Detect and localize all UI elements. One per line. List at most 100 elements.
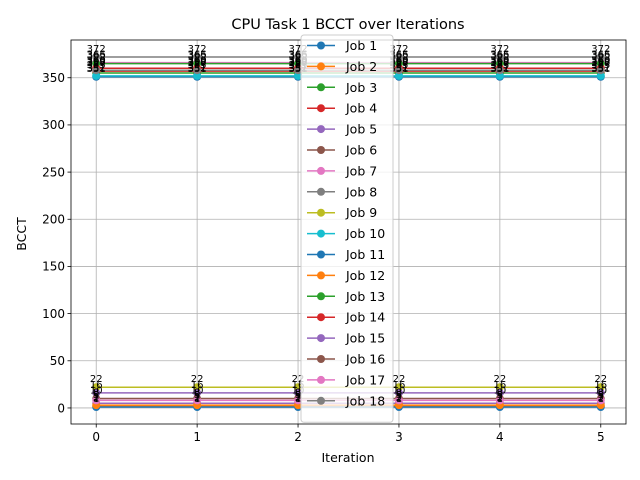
data-label: 351 — [490, 64, 509, 75]
data-label: 352 — [188, 63, 207, 74]
legend-label: Job 7 — [345, 163, 377, 178]
data-point — [294, 71, 303, 80]
legend-swatch-marker — [317, 104, 325, 113]
y-tick-label: 0 — [57, 401, 65, 415]
y-tick-label: 200 — [42, 213, 65, 227]
data-point — [394, 388, 403, 397]
data-label: 365 — [87, 51, 106, 62]
data-label: 2 — [396, 393, 402, 404]
x-tick-label: 1 — [193, 430, 201, 444]
legend-swatch-marker — [317, 83, 325, 92]
data-label: 372 — [389, 44, 408, 55]
legend-swatch-marker — [317, 187, 325, 196]
data-label: 358 — [591, 57, 610, 68]
legend-label: Job 11 — [345, 247, 385, 262]
data-label: 351 — [188, 64, 207, 75]
legend-swatch-marker — [317, 250, 325, 259]
data-label: 10 — [594, 386, 607, 397]
data-point — [193, 71, 202, 80]
legend: Job 1 Job 2 Job 3 Job 4 Job 5 Job 6 Job 7 Job 8… — [300, 34, 394, 423]
data-point — [193, 52, 202, 61]
data-label: 355 — [188, 60, 207, 71]
data-label: 366 — [591, 50, 610, 61]
legend-swatch-marker — [317, 334, 325, 343]
data-label: 2 — [295, 393, 301, 404]
data-label: 357 — [288, 58, 307, 69]
data-label: 366 — [188, 50, 207, 61]
legend-item: Job 17 — [307, 372, 385, 387]
legend-swatch-marker — [317, 229, 325, 238]
data-label: 8 — [194, 387, 200, 398]
legend-item: Job 3 — [307, 80, 377, 95]
data-label: 360 — [591, 55, 610, 66]
legend-label: Job 14 — [345, 310, 385, 325]
legend-label: Job 8 — [345, 184, 377, 199]
data-label: 5 — [396, 390, 402, 401]
legend-label: Job 10 — [345, 226, 385, 241]
legend-swatch-marker — [317, 292, 325, 301]
data-label: 1 — [93, 394, 99, 405]
data-label: 358 — [490, 57, 509, 68]
legend-label: Job 15 — [345, 331, 385, 346]
data-label: 360 — [389, 55, 408, 66]
legend-item: Job 8 — [307, 184, 377, 199]
data-label: 355 — [591, 60, 610, 71]
legend-label: Job 16 — [345, 352, 385, 367]
x-tick-label: 5 — [597, 430, 605, 444]
data-point — [596, 66, 605, 75]
data-label: 366 — [87, 50, 106, 61]
data-label: 366 — [288, 50, 307, 61]
data-label: 357 — [188, 58, 207, 69]
data-label: 1 — [396, 394, 402, 405]
legend-item: Job 10 — [307, 226, 385, 241]
legend-swatch-marker — [317, 271, 325, 280]
data-label: 5 — [598, 390, 604, 401]
legend-item: Job 4 — [307, 101, 377, 116]
data-label: 8 — [295, 387, 301, 398]
data-label: 365 — [188, 51, 207, 62]
legend-item: Job 11 — [307, 247, 385, 262]
data-label: 366 — [389, 50, 408, 61]
data-label: 358 — [288, 57, 307, 68]
x-tick-label: 0 — [92, 430, 100, 444]
data-label: 351 — [591, 64, 610, 75]
legend-item: Job 14 — [307, 310, 385, 325]
data-label: 16 — [393, 380, 406, 391]
data-label: 8 — [497, 387, 503, 398]
data-label: 357 — [389, 58, 408, 69]
data-point — [294, 52, 303, 61]
data-label: 10 — [292, 386, 305, 397]
legend-label: Job 4 — [345, 101, 377, 116]
legend-label: Job 1 — [345, 38, 377, 53]
data-label: 360 — [288, 55, 307, 66]
legend-swatch-marker — [317, 146, 325, 154]
data-label: 360 — [490, 55, 509, 66]
x-axis-ticks: 0 1 2 3 4 5 — [92, 424, 605, 444]
legend-label: Job 13 — [345, 289, 385, 304]
legend-label: Job 9 — [345, 205, 377, 220]
legend-item: Job 9 — [307, 205, 377, 220]
data-label: 372 — [591, 44, 610, 55]
y-axis-ticks: 0 50 100 150 200 250 300 350 — [42, 71, 71, 415]
data-label: 352 — [591, 63, 610, 74]
data-point — [394, 52, 403, 61]
data-point — [495, 396, 504, 405]
legend-box — [300, 34, 394, 423]
data-point — [92, 66, 101, 75]
data-label: 365 — [288, 51, 307, 62]
data-label: 22 — [493, 374, 506, 385]
data-label: 16 — [90, 380, 103, 391]
data-label: 360 — [591, 55, 610, 66]
data-point — [394, 396, 403, 405]
data-label: 351 — [389, 64, 408, 75]
data-label: 357 — [490, 58, 509, 69]
data-label: 2 — [598, 393, 604, 404]
legend-label: Job 18 — [345, 393, 385, 408]
data-point — [294, 383, 303, 392]
x-tick-label: 2 — [294, 430, 302, 444]
data-point — [596, 396, 605, 405]
data-point — [193, 388, 202, 397]
data-point — [193, 383, 202, 392]
y-tick-label: 250 — [42, 165, 65, 179]
